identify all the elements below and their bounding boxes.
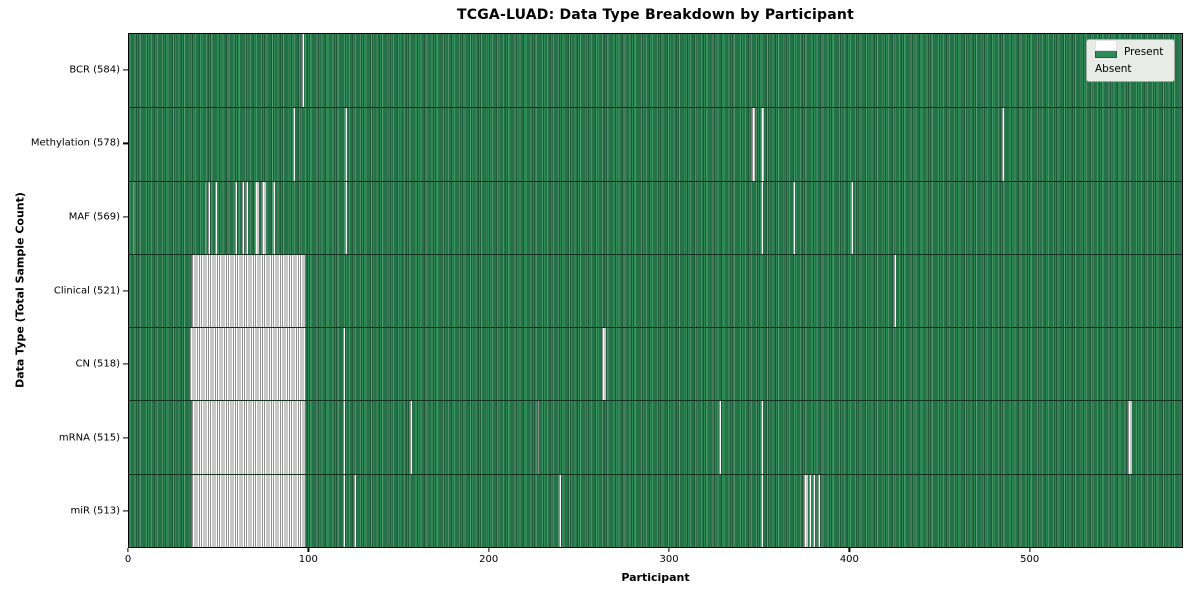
data-row-mir xyxy=(129,473,1182,547)
plot-area xyxy=(128,33,1183,548)
absent-mark xyxy=(760,474,763,547)
absent-mark xyxy=(537,401,540,474)
legend-label-present: Present xyxy=(1124,46,1164,58)
absent-mark xyxy=(262,181,266,254)
x-tick-label: 400 xyxy=(839,554,859,565)
absent-mark xyxy=(804,474,808,547)
x-tick xyxy=(307,548,309,552)
absent-mark xyxy=(301,34,304,108)
absent-mark xyxy=(242,181,245,254)
x-tick xyxy=(1029,548,1031,552)
absent-mark xyxy=(192,401,306,474)
absent-mark xyxy=(345,108,347,181)
x-tick xyxy=(488,548,490,552)
absent-mark xyxy=(602,328,606,401)
absent-mark xyxy=(192,474,306,547)
x-tick-label: 100 xyxy=(298,554,318,565)
absent-mark xyxy=(204,181,207,254)
absent-mark xyxy=(273,181,275,254)
y-tick xyxy=(123,69,128,71)
absent-mark xyxy=(760,401,763,474)
x-tick xyxy=(127,548,129,552)
absent-mark xyxy=(809,474,812,547)
legend-item-absent: Absent xyxy=(1095,40,1166,75)
absent-mark xyxy=(345,181,347,254)
y-tick xyxy=(123,142,128,144)
y-tick-label-clinical: Clinical (521) xyxy=(53,285,120,296)
absent-mark xyxy=(894,254,896,328)
legend: Present Absent xyxy=(1086,39,1175,82)
absent-mark xyxy=(255,181,259,254)
y-tick xyxy=(123,216,128,218)
absent-mark xyxy=(760,181,763,254)
data-row-clinical xyxy=(129,253,1182,328)
absent-mark xyxy=(343,401,345,474)
absent-mark xyxy=(192,254,306,328)
data-row-maf xyxy=(129,180,1182,254)
y-tick xyxy=(123,510,128,512)
absent-mark xyxy=(813,474,815,547)
y-tick-label-cn: CN (518) xyxy=(75,358,120,370)
absent-mark xyxy=(818,474,821,547)
absent-mark xyxy=(343,474,345,547)
absent-mark xyxy=(208,181,210,254)
data-row-methylation xyxy=(129,107,1182,181)
data-row-bcr xyxy=(129,34,1182,108)
x-tick xyxy=(848,548,850,552)
chart-title: TCGA-LUAD: Data Type Breakdown by Partic… xyxy=(457,7,854,23)
data-row-cn xyxy=(129,327,1182,401)
absent-mark xyxy=(409,401,412,474)
absent-mark xyxy=(215,181,218,254)
absent-mark xyxy=(719,401,722,474)
absent-mark xyxy=(190,328,306,401)
absent-mark xyxy=(246,181,248,254)
y-tick-label-maf: MAF (569) xyxy=(68,211,120,223)
absent-mark xyxy=(850,181,853,254)
absent-mark xyxy=(354,474,356,547)
absent-mark xyxy=(760,108,765,181)
absent-mark xyxy=(1128,401,1132,474)
y-tick xyxy=(123,437,128,439)
x-tick-label: 300 xyxy=(659,554,679,565)
absent-mark xyxy=(235,181,237,254)
x-tick-label: 200 xyxy=(479,554,499,565)
legend-swatch-absent-icon xyxy=(1095,40,1117,51)
x-axis-label: Participant xyxy=(621,571,690,584)
x-tick-label: 0 xyxy=(124,554,132,565)
absent-mark xyxy=(793,181,795,254)
y-tick-label-methylation: Methylation (578) xyxy=(30,137,120,149)
absent-mark xyxy=(1002,108,1004,181)
y-tick xyxy=(123,363,128,365)
y-tick-label-mir: miR (513) xyxy=(70,505,120,517)
absent-mark xyxy=(751,108,756,181)
absent-mark xyxy=(343,328,345,401)
x-tick-label: 500 xyxy=(1020,554,1040,565)
y-tick xyxy=(123,289,128,292)
absent-mark xyxy=(559,474,561,547)
data-row-mrna xyxy=(129,400,1182,474)
absent-mark xyxy=(132,181,135,254)
absent-mark xyxy=(292,108,295,181)
x-tick xyxy=(668,548,670,552)
y-tick-label-mrna: mRNA (515) xyxy=(58,432,120,444)
y-tick-label-bcr: BCR (584) xyxy=(69,64,120,76)
legend-label-absent: Absent xyxy=(1095,63,1132,75)
